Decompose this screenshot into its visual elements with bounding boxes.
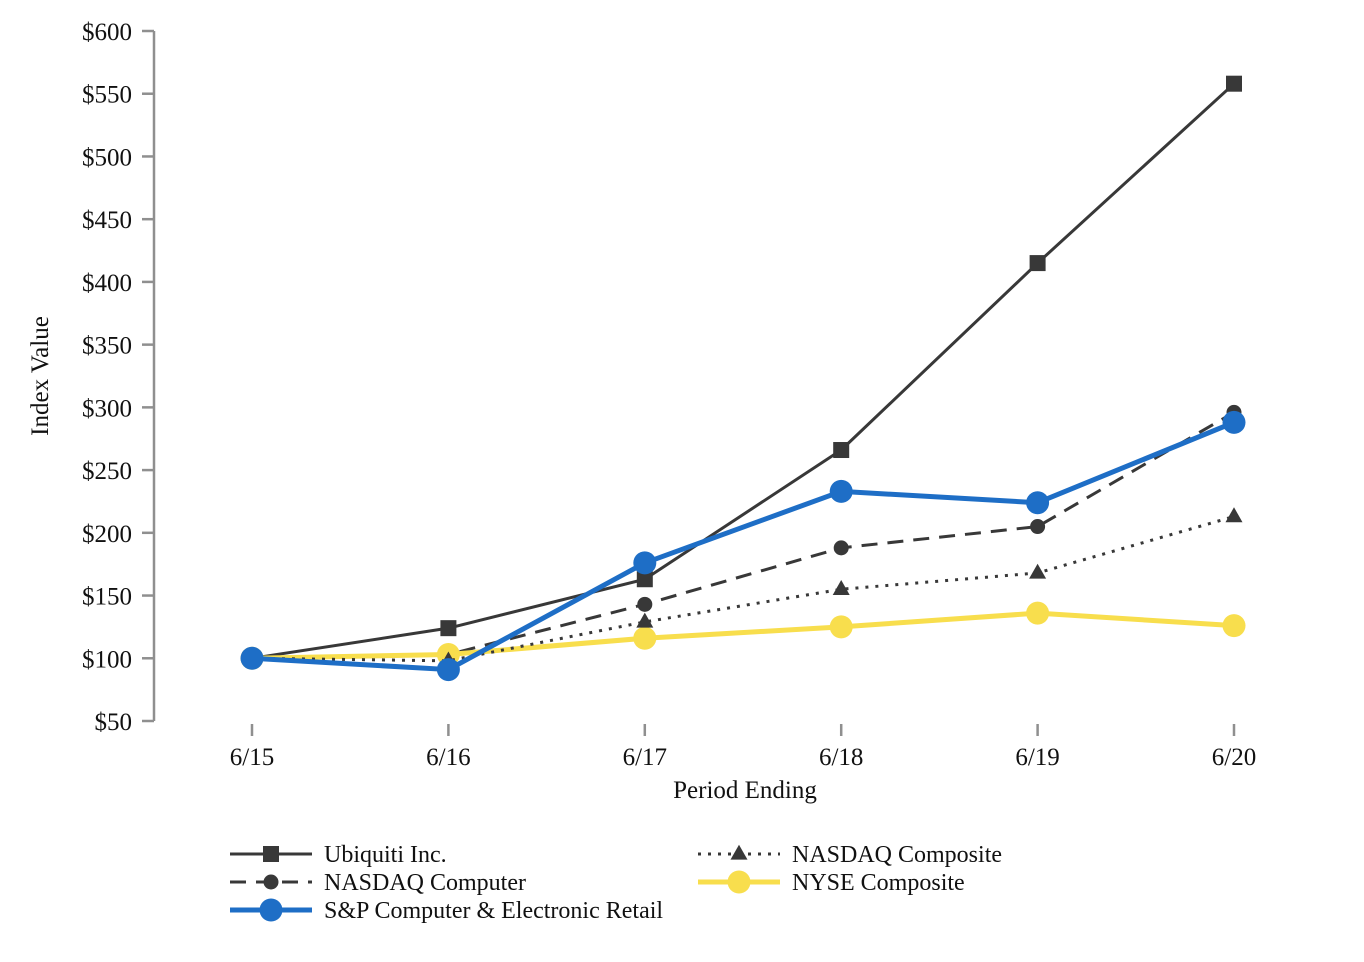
ubiquiti-inc-marker-6-20 — [1226, 75, 1242, 92]
y-axis-tick-label: $200 — [82, 521, 132, 548]
legend-label-ubiquiti-inc: Ubiquiti Inc. — [324, 842, 447, 868]
legend-marker-nyse-composite — [727, 870, 751, 894]
y-axis-title: Index Value — [27, 316, 54, 436]
ubiquiti-inc-marker-6-16 — [440, 620, 457, 637]
x-axis-tick-label: 6/19 — [1015, 744, 1059, 771]
x-axis-tick-label: 6/17 — [623, 744, 667, 771]
ubiquiti-inc-marker-6-19 — [1029, 255, 1046, 272]
ubiquiti-inc-marker-6-17 — [636, 571, 653, 588]
y-axis-tick-label: $100 — [82, 646, 132, 673]
x-axis-tick-label: 6/18 — [819, 744, 863, 771]
nyse-composite-marker-6-17 — [633, 626, 657, 650]
y-axis-tick-label: $250 — [82, 458, 132, 485]
y-axis-tick-label: $150 — [82, 584, 132, 611]
ubiquiti-inc-marker-6-18 — [833, 442, 850, 459]
legend-label-nasdaq-computer: NASDAQ Computer — [324, 870, 526, 896]
y-axis-tick-label: $600 — [82, 19, 132, 46]
nasdaq-composite-marker-6-19 — [1029, 563, 1047, 579]
ubiquiti-inc-line — [251, 82, 1236, 660]
y-axis-tick-label: $400 — [82, 270, 132, 297]
nyse-composite-marker-6-19 — [1026, 601, 1050, 625]
x-axis-title: Period Ending — [673, 777, 817, 804]
legend-label-nasdaq-composite: NASDAQ Composite — [792, 842, 1002, 868]
y-axis-tick-label: $450 — [82, 207, 132, 234]
nasdaq-computer-marker-6-19 — [1030, 519, 1046, 535]
nasdaq-composite-marker-6-17 — [636, 612, 654, 628]
x-axis-tick-label: 6/15 — [230, 744, 274, 771]
chart-generated-content: $50 $100 $150 $200 $250 $300 $350 $400 $450 $500 $… — [82, 19, 1256, 924]
s-p-computer-electronic-retail-marker-6-15 — [240, 646, 264, 670]
x-axis-tick-label: 6/16 — [426, 744, 470, 771]
nasdaq-composite-marker-6-20 — [1225, 507, 1243, 523]
s-p-computer-electronic-retail-line — [251, 420, 1235, 673]
s-p-computer-electronic-retail-marker-6-19 — [1026, 491, 1050, 515]
nyse-composite-line — [251, 610, 1235, 661]
y-axis-tick-label: $50 — [95, 709, 133, 736]
nasdaq-composite-marker-6-18 — [832, 579, 850, 595]
y-axis-tick-label: $350 — [82, 333, 132, 360]
nyse-composite-marker-6-18 — [829, 615, 853, 639]
legend-marker-nasdaq-composite — [730, 844, 748, 860]
y-axis-tick-label: $550 — [82, 82, 132, 109]
nasdaq-computer-line — [251, 411, 1235, 660]
s-p-computer-electronic-retail-marker-6-18 — [829, 479, 853, 503]
legend-label-nyse-composite: NYSE Composite — [792, 870, 965, 896]
y-axis-tick-label: $300 — [82, 395, 132, 422]
nyse-composite-marker-6-20 — [1222, 614, 1246, 638]
y-axis-tick-label: $500 — [82, 144, 132, 171]
s-p-computer-electronic-retail-marker-6-20 — [1222, 410, 1246, 434]
nasdaq-computer-marker-6-17 — [637, 596, 653, 612]
legend-marker-nasdaq-computer — [263, 874, 279, 890]
s-p-computer-electronic-retail-marker-6-17 — [633, 551, 657, 575]
legend-label-s-p-computer-electronic-retail: S&P Computer & Electronic Retail — [324, 898, 663, 924]
legend-marker-s-p-computer-electronic-retail — [259, 898, 283, 922]
s-p-computer-electronic-retail-marker-6-16 — [436, 658, 460, 682]
nasdaq-composite-line — [251, 515, 1235, 663]
x-axis-tick-label: 6/20 — [1212, 744, 1256, 771]
legend-marker-ubiquiti-inc — [263, 846, 279, 862]
nasdaq-computer-marker-6-18 — [833, 540, 849, 556]
